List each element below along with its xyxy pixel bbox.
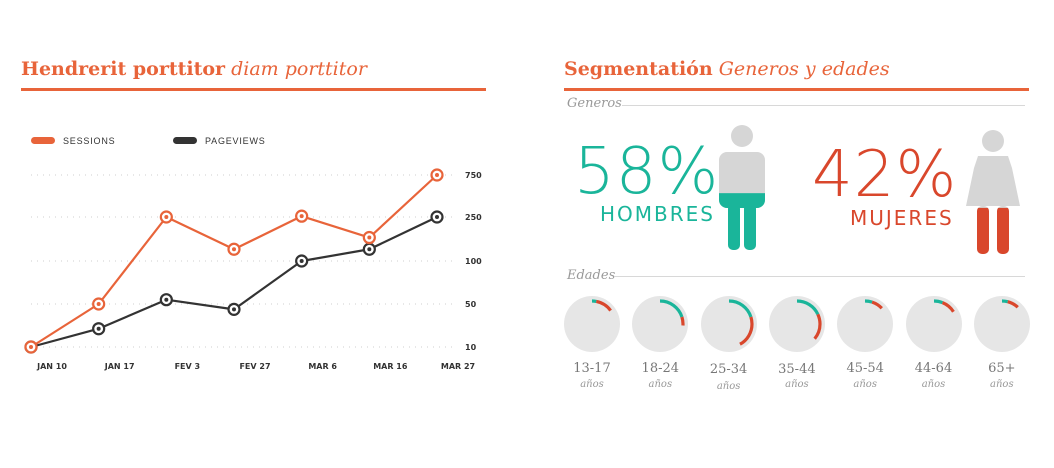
age-range-label: 35-44 [778,362,816,377]
age-donut [973,296,1030,352]
y-tick-label: 100 [465,257,482,266]
segmentation-title-bold: Segmentatión [564,58,713,80]
segmentation-title: Segmentatión Generos y edades [564,58,890,80]
data-point-dot [367,235,372,240]
donut-segment [635,299,685,349]
age-unit-label: años [785,379,809,390]
generos-rule [622,105,1025,106]
age-unit-label: años [990,379,1014,390]
legend-label: PAGEVIEWS [205,136,266,146]
data-point-dot [435,215,439,219]
data-point-dot [96,302,101,306]
chart-series [24,168,444,354]
age-range-label: 65+ [988,361,1016,376]
y-tick-label: 250 [465,213,482,222]
legend-swatch [31,137,55,144]
edades-label: Edades [567,268,616,283]
segmentation-title-rule [564,88,1029,91]
age-donut [632,296,689,352]
data-point-dot [435,173,439,177]
y-tick-label: 50 [465,300,477,309]
data-point-dot [299,214,304,219]
data-point-dot [232,307,236,312]
female-fill [966,207,1020,254]
legend-swatch [173,137,197,144]
line-chart: SESSIONS PAGEVIEWS 750 250 100 50 10 JAN 10 JAN… [24,136,482,371]
age-donut [905,296,962,352]
male-figure-icon [719,125,765,250]
female-head-icon [982,130,1004,152]
age-unit-label: años [716,381,741,392]
donut-background [837,296,894,352]
female-percent: 42% [812,138,958,212]
data-point-dot [164,215,169,219]
x-tick-label: JAN 17 [104,362,135,371]
donut-background [973,296,1030,352]
x-tick-label: JAN 10 [36,362,67,371]
age-range-label: 44-64 [914,361,953,376]
x-tick-label: MAR 16 [373,362,408,371]
x-tick-label: FEV 3 [175,362,200,371]
y-tick-label: 750 [465,171,482,180]
donut-segment [772,299,822,349]
donut-segment [703,299,754,349]
donut-background [768,296,825,352]
donut-background [700,296,757,352]
donut-segment [977,299,1027,349]
data-point-dot [367,247,372,252]
age-donut [700,296,757,352]
male-fill [719,193,765,250]
series-line [30,216,438,349]
age-range-label: 18-24 [641,361,680,376]
legend-label: SESSIONS [63,136,115,146]
age-unit-label: años [648,379,673,390]
age-donut [768,296,825,352]
donut-background [905,296,962,352]
donut-segment [567,299,617,349]
data-point-dot [164,297,169,302]
segmentation-title-italic: Generos y edades [718,58,890,80]
data-point-dot [96,326,101,331]
generos-label: Generos [567,96,622,111]
line-chart-title: Hendrerit porttitor diam porttitor [21,58,367,80]
x-tick-label: MAR 27 [441,362,475,371]
age-range-label: 45-54 [846,361,884,376]
x-tick-label: MAR 6 [308,362,337,371]
chart-grid [31,174,452,348]
y-tick-label: 10 [465,343,477,352]
female-figure-icon [966,130,1020,254]
age-donut [837,296,894,352]
male-label: HOMBRES [600,202,715,226]
data-point-dot [299,259,304,263]
data-point-dot [232,247,236,252]
donut-segment [908,299,959,349]
line-chart-title-italic: diam porttitor [231,58,367,80]
donut-segment [772,299,822,349]
chart-legend: SESSIONS PAGEVIEWS [31,136,266,146]
donut-segment [703,299,754,349]
chart-ticks: 750 250 100 50 10 JAN 10 JAN 17 FEV 3 FEV 27 MAR … [36,171,482,371]
age-unit-label: años [580,379,604,390]
line-chart-title-bold: Hendrerit porttitor [21,58,226,80]
donut-segment [840,299,890,349]
age-unit-label: años [921,379,946,390]
x-tick-label: FEV 27 [239,362,270,371]
data-point-dot [29,345,33,349]
age-range-label: 25-34 [709,362,748,377]
edades-rule [614,276,1025,277]
age-donut [564,296,620,352]
age-unit-label: años [853,379,877,390]
age-range-label: 13-17 [573,361,611,376]
line-chart-title-rule [21,88,486,91]
donut-segment [635,299,685,349]
donut-background [564,296,620,352]
male-percent: 58% [574,135,720,209]
female-label: MUJERES [850,206,954,230]
donut-background [632,296,689,352]
male-head-icon [731,125,753,147]
